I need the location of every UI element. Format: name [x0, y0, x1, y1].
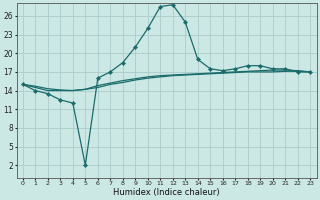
X-axis label: Humidex (Indice chaleur): Humidex (Indice chaleur): [113, 188, 220, 197]
